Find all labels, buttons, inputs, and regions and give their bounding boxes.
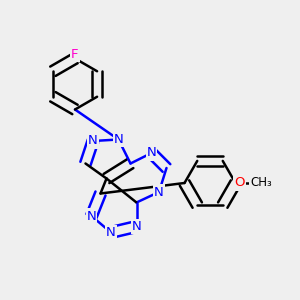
Text: N: N bbox=[106, 226, 116, 239]
Text: N: N bbox=[154, 185, 164, 199]
Text: F: F bbox=[71, 47, 79, 61]
Text: CH₃: CH₃ bbox=[250, 176, 272, 190]
Text: N: N bbox=[132, 220, 141, 233]
Text: O: O bbox=[234, 176, 245, 190]
Text: N: N bbox=[88, 134, 98, 148]
Text: N: N bbox=[87, 209, 96, 223]
Text: N: N bbox=[114, 133, 123, 146]
Text: N: N bbox=[147, 146, 156, 160]
